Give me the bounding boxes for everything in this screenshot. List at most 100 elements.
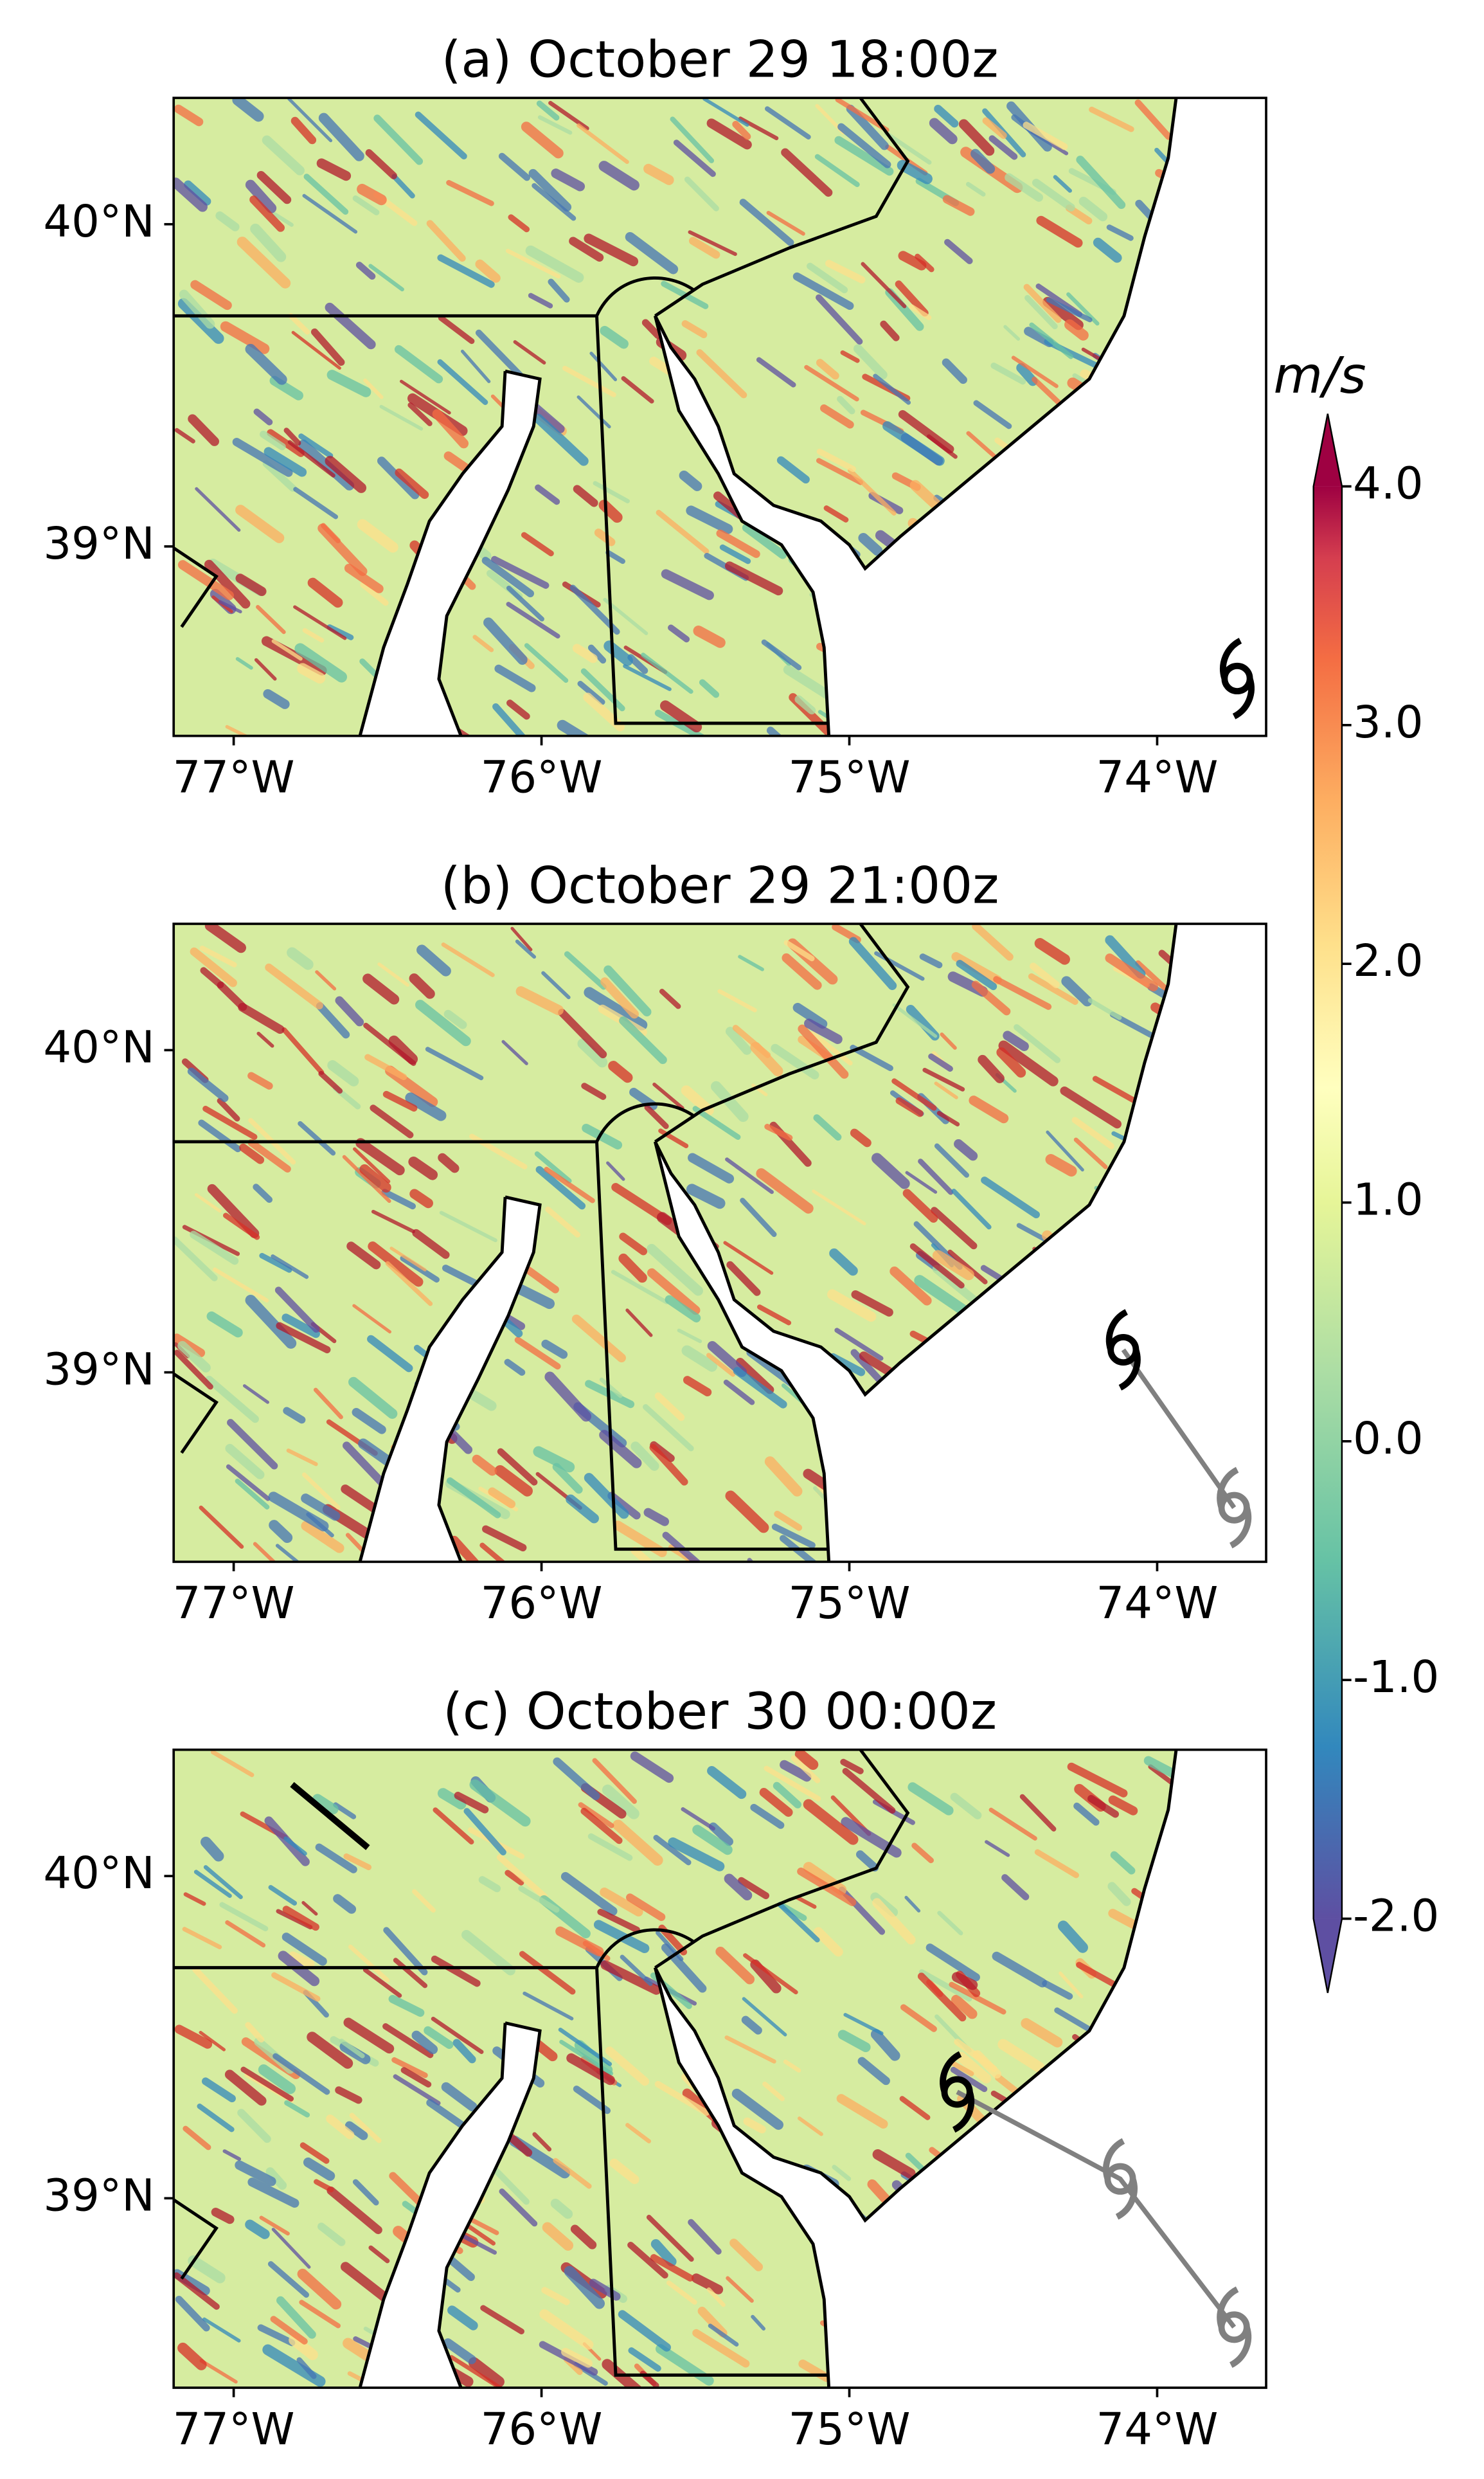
field-streak xyxy=(706,1353,736,1377)
field-streak xyxy=(618,1253,647,1283)
field-streak xyxy=(552,1463,583,1494)
field-streak xyxy=(998,1040,1059,1086)
field-streak xyxy=(810,1031,853,1066)
colorbar xyxy=(1313,486,1342,1919)
field-streak xyxy=(779,1535,833,1562)
field-streak xyxy=(247,1139,291,1173)
field-streak xyxy=(587,1833,633,1861)
field-streak xyxy=(1201,2134,1220,2152)
field-streak xyxy=(953,701,1001,730)
field-streak xyxy=(283,1836,307,1856)
field-streak xyxy=(188,2255,226,2284)
colorbar-tick-label: 4.0 xyxy=(1353,458,1423,510)
field-streak xyxy=(584,233,639,267)
field-streak xyxy=(468,2357,505,2388)
field-streak xyxy=(533,1446,575,1473)
field-streak xyxy=(293,605,347,640)
field-streak xyxy=(299,2300,341,2329)
field-streak xyxy=(724,1873,753,1900)
field-streak xyxy=(472,1454,497,1476)
field-streak xyxy=(1224,2134,1239,2142)
field-streak xyxy=(958,119,995,156)
field-streak xyxy=(256,170,292,204)
field-streak xyxy=(524,643,569,683)
field-streak xyxy=(602,1784,639,1819)
field-streak xyxy=(240,2066,294,2102)
field-streak xyxy=(653,1835,692,1866)
field-streak xyxy=(577,395,611,429)
field-streak xyxy=(201,2077,236,2103)
field-streak xyxy=(603,965,652,1016)
field-streak xyxy=(905,1171,938,1194)
field-streak xyxy=(204,559,251,609)
lat-tick-label: 40°N xyxy=(43,1022,154,1073)
field-streak xyxy=(1086,1526,1149,1562)
field-streak xyxy=(264,447,307,477)
field-streak xyxy=(913,1408,957,1439)
field-streak xyxy=(581,1083,607,1100)
field-streak xyxy=(738,1877,770,1900)
field-streak xyxy=(384,2342,438,2377)
field-streak xyxy=(297,2268,342,2310)
field-streak xyxy=(355,1138,405,1176)
field-streak xyxy=(1168,2071,1177,2107)
field-streak xyxy=(432,409,469,449)
field-streak xyxy=(496,1854,548,1900)
field-streak xyxy=(447,2305,478,2330)
field-streak xyxy=(886,638,918,664)
field-streak xyxy=(227,1419,278,1470)
field-streak xyxy=(297,663,326,684)
field-streak xyxy=(947,1249,988,1285)
field-streak xyxy=(794,1749,819,1770)
field-streak xyxy=(1024,294,1058,330)
field-streak xyxy=(271,639,303,661)
field-streak xyxy=(211,2207,235,2224)
field-streak xyxy=(199,2030,226,2051)
field-streak xyxy=(409,973,435,999)
field-streak xyxy=(202,1105,258,1140)
field-streak xyxy=(352,1304,391,1334)
field-streak xyxy=(1144,1146,1177,1171)
field-streak xyxy=(1144,543,1171,569)
field-streak xyxy=(1073,1137,1108,1169)
field-streak xyxy=(1071,2332,1089,2352)
field-streak xyxy=(741,2015,762,2035)
field-streak xyxy=(263,689,290,709)
field-streak xyxy=(1195,1784,1226,1804)
field-streak xyxy=(1265,205,1305,240)
field-streak xyxy=(283,428,301,446)
field-streak xyxy=(1191,310,1203,322)
field-streak xyxy=(291,330,341,370)
field-streak xyxy=(928,1053,953,1072)
field-streak xyxy=(395,468,429,500)
field-streak xyxy=(804,365,859,402)
field-streak xyxy=(1099,2210,1118,2231)
field-streak xyxy=(681,320,708,339)
field-streak xyxy=(174,177,208,212)
field-streak xyxy=(303,174,349,215)
field-streak xyxy=(1039,2068,1068,2089)
field-streak xyxy=(911,1843,934,1864)
field-streak xyxy=(558,1009,607,1059)
field-streak xyxy=(1231,566,1277,609)
field-streak xyxy=(1167,632,1177,663)
field-streak xyxy=(548,278,570,303)
field-streak xyxy=(1240,118,1269,138)
field-streak xyxy=(534,1151,572,1184)
field-streak xyxy=(271,2228,311,2269)
field-streak xyxy=(182,1927,222,1950)
field-streak xyxy=(881,1387,911,1421)
field-streak xyxy=(194,1193,222,1213)
field-streak xyxy=(532,183,577,221)
field-streak xyxy=(1200,281,1242,327)
field-streak xyxy=(587,644,607,664)
field-streak xyxy=(1141,2120,1177,2156)
field-streak xyxy=(950,2066,988,2093)
field-streak xyxy=(245,2022,265,2043)
field-streak xyxy=(750,1960,782,1994)
field-streak xyxy=(750,1041,783,1077)
field-streak xyxy=(949,1376,998,1409)
field-streak xyxy=(398,1432,431,1463)
field-streak xyxy=(835,98,890,132)
field-streak xyxy=(580,1807,623,1844)
